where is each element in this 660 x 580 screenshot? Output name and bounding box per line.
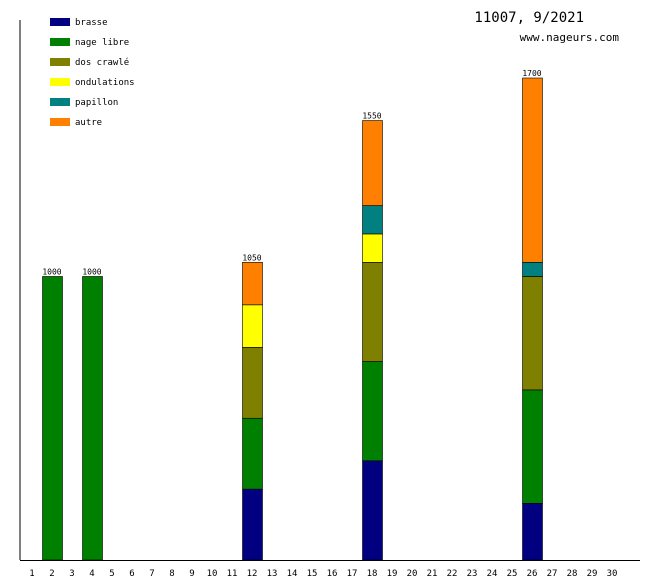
x-tick-label: 22 (447, 569, 458, 579)
bar-segment-day18-papillon (362, 205, 383, 235)
bar-segment-day18-autre (362, 120, 383, 206)
legend-swatch-autre (50, 118, 70, 126)
x-tick-label: 27 (547, 569, 558, 579)
x-tick-label: 5 (109, 569, 114, 579)
bar-segment-day26-autre (522, 77, 543, 263)
legend-swatch-papillon (50, 98, 70, 106)
legend-swatch-brasse (50, 18, 70, 26)
bar-segment-day18-dos_crawle (362, 261, 383, 362)
legend-swatch-ondulations (50, 78, 70, 86)
bar-segment-day4-nage_libre (82, 276, 103, 561)
x-tick-label: 10 (207, 569, 218, 579)
legend-label-papillon: papillon (75, 98, 118, 108)
x-tick-label: 24 (487, 569, 498, 579)
x-tick-label: 14 (287, 569, 298, 579)
x-tick-label: 20 (407, 569, 418, 579)
x-tick-label: 16 (327, 569, 338, 579)
x-tick-label: 30 (607, 569, 618, 579)
legend-swatch-nage_libre (50, 38, 70, 46)
legend-label-brasse: brasse (75, 18, 108, 28)
legend-swatch-dos_crawle (50, 58, 70, 66)
bar-segment-day2-nage_libre (42, 276, 63, 561)
bar-segment-day18-nage_libre (362, 361, 383, 462)
x-tick-label: 8 (169, 569, 174, 579)
x-tick-label: 19 (387, 569, 398, 579)
bar-total-label-day18: 1550 (362, 112, 381, 121)
x-tick-label: 13 (267, 569, 278, 579)
x-tick-label: 17 (347, 569, 358, 579)
x-tick-label: 23 (467, 569, 478, 579)
x-tick-label: 28 (567, 569, 578, 579)
x-tick-label: 7 (149, 569, 154, 579)
x-tick-label: 12 (247, 569, 258, 579)
bar-total-label-day12: 1050 (242, 253, 261, 262)
bar-segment-day26-nage_libre (522, 389, 543, 504)
bar-segment-day26-papillon (522, 261, 543, 277)
legend-label-ondulations: ondulations (75, 78, 135, 88)
site-url: www.nageurs.com (520, 31, 620, 44)
x-tick-label: 3 (69, 569, 74, 579)
bar-total-label-day4: 1000 (82, 267, 101, 276)
bar-total-labels: 1000 1000 1050 1550 1700 (42, 69, 541, 276)
legend-label-dos_crawle: dos crawlé (75, 57, 129, 68)
x-tick-label: 1 (29, 569, 34, 579)
x-tick-label: 21 (427, 569, 438, 579)
x-tick-label: 18 (367, 569, 378, 579)
x-tick-label: 11 (227, 569, 238, 579)
bar-total-label-day2: 1000 (42, 267, 61, 276)
bar-total-label-day26: 1700 (522, 69, 541, 78)
x-tick-label: 4 (89, 569, 94, 579)
x-tick-label: 25 (507, 569, 518, 579)
bar-segment-day12-dos_crawle (242, 347, 263, 419)
x-tick-label: 29 (587, 569, 598, 579)
bar-segment-day12-autre (242, 261, 263, 306)
x-tick-label: 15 (307, 569, 318, 579)
bar-segment-day26-brasse (522, 502, 543, 561)
x-tick-labels: 1 2 3 4 5 6 7 8 9 10 11 12 13 14 15 16 17 18 19 20 21 22 23 24 2… (29, 569, 617, 579)
bar-segment-day18-ondulations (362, 233, 383, 263)
x-tick-label: 9 (189, 569, 194, 579)
x-tick-label: 6 (129, 569, 134, 579)
legend: brasse nage libre dos crawlé ondulations pap… (50, 18, 135, 128)
bar-segment-day12-nage_libre (242, 417, 263, 490)
x-tick-label: 2 (49, 569, 54, 579)
legend-label-autre: autre (75, 118, 102, 128)
bar-segment-day12-brasse (242, 488, 263, 561)
legend-label-nage_libre: nage libre (75, 38, 129, 48)
bars (42, 77, 543, 561)
bar-segment-day18-brasse (362, 460, 383, 561)
bar-segment-day12-ondulations (242, 304, 263, 348)
chart-title: 11007, 9/2021 (474, 10, 584, 26)
x-tick-label: 26 (527, 569, 538, 579)
bar-segment-day26-dos_crawle (522, 276, 543, 391)
